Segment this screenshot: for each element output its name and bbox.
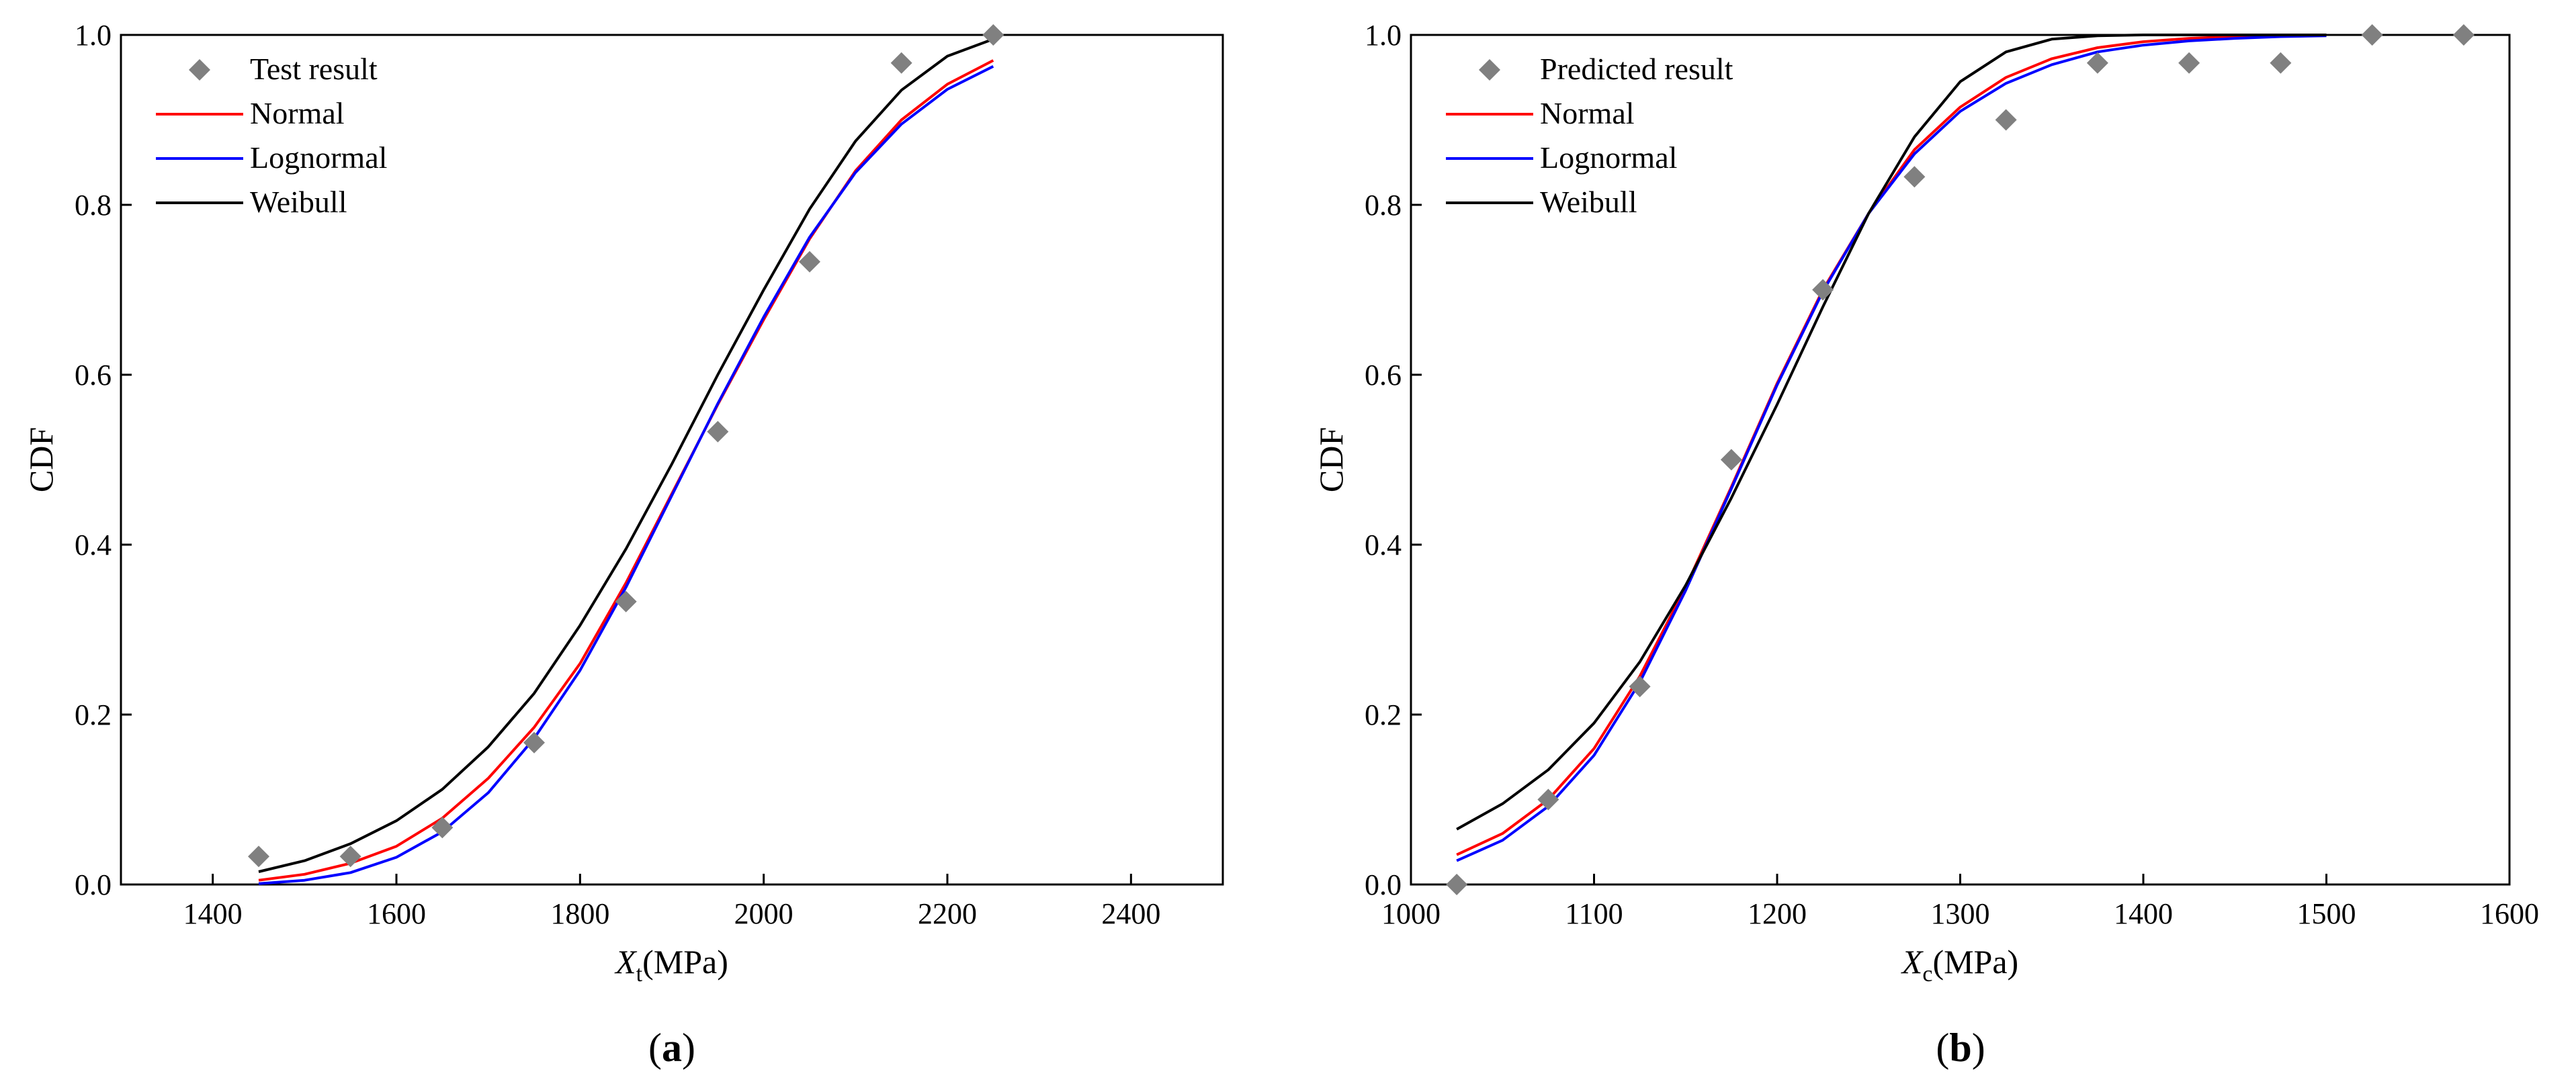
chart-panel-a: 1400 1600 1800 2000 2200 2400 0.0 0.2 0.4 0.6 0.8 1… [22,19,1224,1070]
x-tick-label: 1000 [1381,897,1441,930]
y-tick-label: 0.6 [1365,359,1402,392]
plot-frame [120,34,1224,886]
data-point [339,846,361,868]
y-tick-label: 1.0 [1365,19,1402,52]
y-tick-label: 0.2 [1365,698,1402,731]
y-tick-label: 1.0 [75,19,112,52]
x-tick-label: 1600 [367,897,426,930]
y-axis-label: CDF [1312,427,1350,492]
series-line-lognormal [258,65,994,885]
x-tick-label: 1400 [183,897,243,930]
data-point [982,24,1004,46]
chart-panel-b: 1000 1100 1200 1300 1400 1500 1600 0.0 0.2 0.4 0.6… [1312,19,2539,1070]
x-axis-subscript: t [636,962,643,987]
data-point [1903,166,1926,188]
data-point [615,590,637,612]
y-tick-label: 0.6 [75,359,112,392]
data-point [1537,788,1559,811]
y-tick-label: 0.2 [75,698,112,731]
x-tick-label: 2400 [1101,897,1160,930]
data-point [2452,24,2475,46]
y-tick-label: 0.4 [1365,529,1402,561]
x-tick-label: 1600 [2480,897,2539,930]
x-tick-label: 1500 [2297,897,2356,930]
data-point [1629,676,1651,698]
legend-marker [189,59,210,81]
y-tick-label: 0.4 [75,529,112,561]
x-tick-label: 2000 [734,897,793,930]
x-tick-label: 1100 [1565,897,1623,930]
legend-label: Lognormal [1540,140,1677,175]
panel-label: (a) [648,1026,695,1070]
data-point [1720,449,1742,471]
legend-marker [1479,59,1500,81]
legend-label: Predicted result [1540,52,1733,86]
x-axis-unit: (MPa) [642,943,728,981]
x-axis-subscript: c [1922,962,1932,987]
x-axis-variable: X [614,943,638,981]
x-tick-label: 1800 [550,897,609,930]
data-point [2270,52,2292,74]
data-point [2086,52,2108,74]
data-point [2361,24,2383,46]
data-point [799,251,820,273]
y-tick-label: 0.8 [75,189,112,222]
y-tick-label: 0.8 [1365,189,1402,222]
series-line-lognormal [1456,34,2327,862]
data-point [707,420,729,443]
legend-label: Normal [1540,96,1635,130]
x-tick-label: 1400 [2114,897,2173,930]
legend-label: Test result [250,52,378,86]
legend-label: Weibull [250,185,347,219]
data-point [890,52,912,74]
data-point [248,846,269,868]
legend-label: Lognormal [250,140,387,175]
x-tick-label: 1300 [1931,897,1990,930]
series-line-normal [258,59,994,882]
y-tick-label: 0.0 [75,868,112,901]
x-axis-variable: X [1901,943,1924,981]
legend-label: Weibull [1540,185,1637,219]
data-point [1446,874,1468,895]
panel-label: (b) [1936,1026,1985,1070]
legend-label: Normal [250,96,345,130]
series-line-weibull [258,38,994,873]
series-line-weibull [1456,34,2327,831]
y-axis-label: CDF [22,427,60,492]
x-axis-label: Xt(MPa) [614,943,728,987]
data-point [523,731,545,754]
data-point [1812,279,1834,301]
x-tick-label: 1200 [1748,897,1807,930]
x-axis-unit: (MPa) [1932,943,2018,981]
x-tick-label: 2200 [918,897,977,930]
data-point [431,817,454,839]
y-tick-label: 0.0 [1365,868,1402,901]
data-point [1995,109,2017,131]
data-point [2178,52,2200,74]
x-axis-label: Xc(MPa) [1901,943,2018,987]
